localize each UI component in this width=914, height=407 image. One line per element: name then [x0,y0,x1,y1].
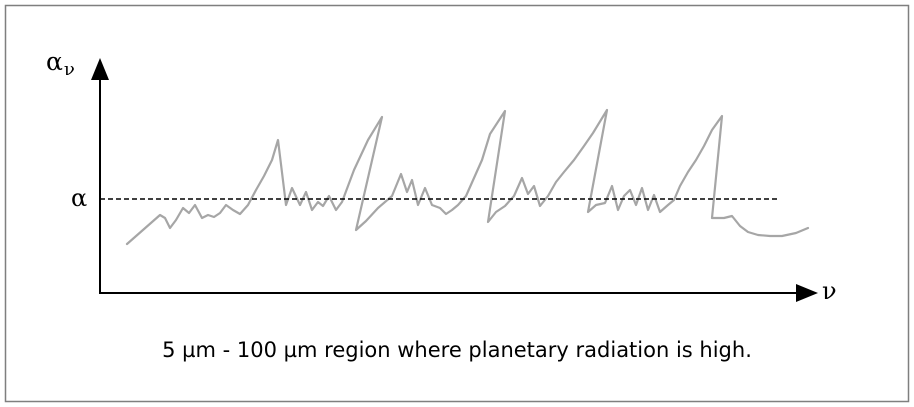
y-axis-subscript: ν [63,59,75,80]
x-axis-arrow [796,284,818,302]
y-axis-symbol: α [46,47,63,76]
diagram-border [4,4,910,403]
y-axis-arrow [91,58,109,80]
y-axis-label: αν [46,47,75,80]
absorption-curve [125,108,810,246]
diagram-caption: 5 µm - 100 µm region where planetary rad… [162,338,752,362]
x-axis-label: ν [822,277,837,305]
reference-line-label: α [71,184,88,212]
